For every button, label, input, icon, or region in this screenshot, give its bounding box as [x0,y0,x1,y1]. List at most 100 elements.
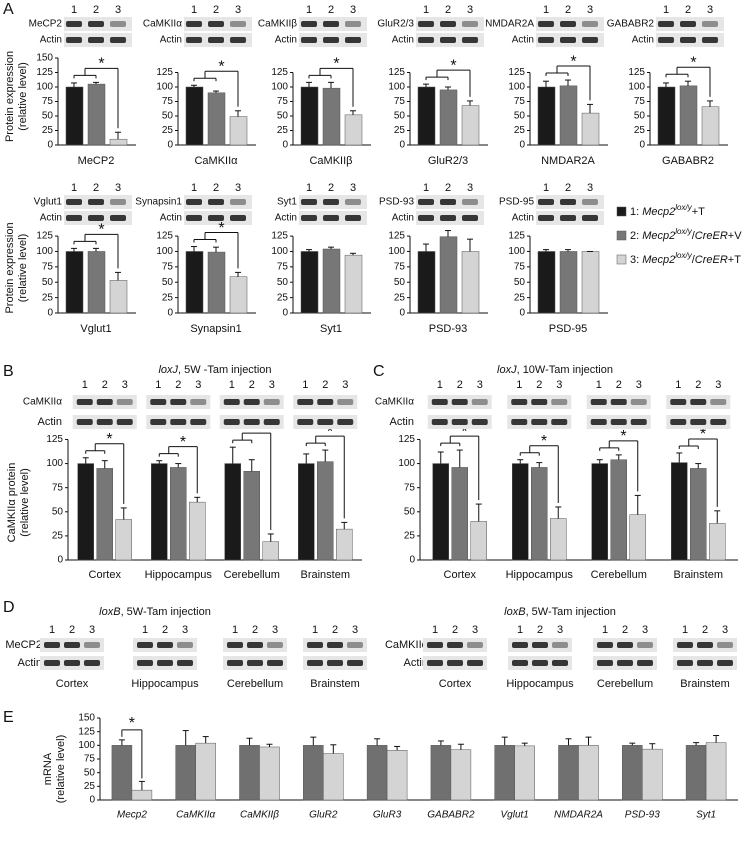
bar [300,251,319,314]
blot-band [677,642,693,648]
blot-band [717,660,733,666]
lane-number: 1 [82,379,88,391]
y-tick-label: 125 [388,67,405,78]
lane-number: 3 [269,379,275,391]
y-tick-label: 125 [46,434,63,445]
lane-number: 1 [306,4,312,16]
tissue-label: Brainstem [310,678,360,690]
bar [657,86,676,146]
blot-label: Actin [390,416,414,428]
y-tick-label: 25 [394,125,406,136]
bar [558,745,579,801]
sig-star: * [129,715,135,732]
blot-label: CaMKIIβ [258,19,297,30]
blot-band [637,642,653,648]
bar [185,86,204,146]
bar [300,86,319,146]
bar [386,750,408,801]
blot-label: Actin [404,657,428,669]
lane-number: 1 [155,379,161,391]
y-tick-label: 125 [508,231,525,242]
y-tick-label: 0 [167,308,173,319]
lane-number: 2 [213,182,219,194]
text-part: +V [728,230,742,242]
y-tick-label: 50 [394,277,406,288]
blot-band [44,660,60,666]
x-tick-label: CaMKIIα [176,810,215,821]
lane-number: 2 [457,379,463,391]
blot-band [323,199,339,205]
y-tick-label: 25 [84,781,96,792]
y-axis-label: (relative level) [17,234,29,302]
blot-band [76,399,93,405]
lane-number: 3 [352,624,358,636]
blot-label: GABABR2 [607,19,655,30]
sig-star: * [541,433,547,450]
lane-number: 2 [622,624,628,636]
lane-number: 2 [69,624,75,636]
blot-band [44,642,60,648]
bar [610,459,627,561]
panel-letter: A [3,1,14,18]
y-tick-label: 25 [42,125,54,136]
text-part: loxJ [497,364,517,376]
blot-band [247,642,263,648]
bar [170,467,187,561]
blot-band [617,642,633,648]
blot-band [110,21,126,27]
blot-label: CaMKIIα [23,397,62,408]
blot-label: Actin [40,213,62,224]
lane-number: 1 [682,624,688,636]
lane-number: 2 [249,379,255,391]
lane-number: 3 [350,182,356,194]
panel-letter: C [373,363,385,380]
bar [336,528,353,561]
bar [685,745,707,801]
y-tick-label: 0 [89,795,95,806]
legend-swatch [616,230,627,241]
blot-band [440,21,456,27]
blot-band [110,215,126,221]
rich-text: loxB, 5W-Tam injection [504,606,616,618]
text-part: , 5W-Tam injection [526,606,616,618]
bar [578,745,599,801]
text-part: loxB [99,606,120,618]
bar [581,112,600,146]
chart-label: Synapsin1 [190,323,241,335]
sig-star: * [218,58,224,75]
chart-label: CaMKIIα [194,155,238,167]
text-part: / [692,230,696,242]
blot-band [301,199,317,205]
x-tick-label: Vglut1 [501,810,529,821]
lane-number: 2 [252,624,258,636]
y-tick-label: 100 [508,246,525,257]
tissue-label: Cortex [439,678,472,690]
blot-band [223,419,240,425]
lane-number: 1 [229,379,235,391]
lane-number: 1 [423,182,429,194]
lane-number: 1 [232,624,238,636]
bar [229,116,248,146]
blot-band [447,660,463,666]
blot-label: Actin [160,35,182,46]
bar [322,248,341,314]
y-tick-label: 75 [42,96,54,107]
y-tick-label: 25 [394,292,406,303]
blot-band [447,642,463,648]
blot-band [177,642,193,648]
bar [323,753,344,801]
lane-number: 3 [722,624,728,636]
lane-number: 3 [342,379,348,391]
blot-band [317,399,334,405]
blot-label: Actin [392,213,414,224]
bar [111,745,133,801]
blot-band [170,399,187,405]
blot-band [230,21,246,27]
blot-label: NMDAR2A [485,19,534,30]
blot-band [337,399,354,405]
y-tick-label: 50 [634,111,646,122]
y-tick-label: 100 [36,82,53,93]
bar [559,85,578,146]
blot-band [697,660,713,666]
bar [317,461,334,561]
